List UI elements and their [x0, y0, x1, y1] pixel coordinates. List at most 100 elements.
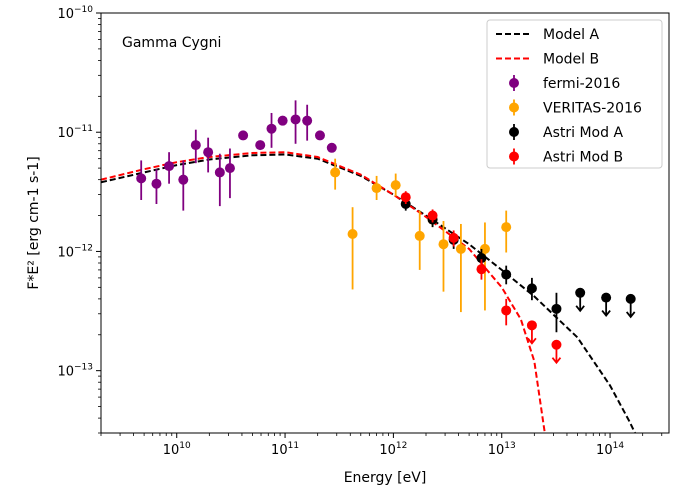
marker	[302, 115, 313, 126]
data-point	[330, 158, 341, 190]
upper-limit-arrow	[625, 311, 636, 319]
marker	[214, 167, 225, 178]
marker	[501, 222, 512, 233]
data-point	[551, 339, 562, 365]
legend-item-model-a: Model A	[496, 27, 599, 43]
upper-limit-arrow	[575, 305, 585, 313]
y-tick-label: 10−12	[57, 243, 93, 260]
legend-label: Astri Mod B	[543, 150, 623, 166]
data-point	[371, 175, 382, 201]
data-point	[455, 223, 466, 313]
tick-exponent: 11	[288, 441, 299, 451]
tick-base: 10	[57, 126, 74, 141]
data-point	[427, 209, 438, 223]
tick-exponent: 14	[613, 441, 625, 451]
legend-label: fermi-2016	[543, 76, 620, 92]
marker	[551, 303, 562, 314]
legend-label: VERITAS-2016	[543, 101, 642, 117]
marker	[266, 123, 277, 134]
legend-marker	[509, 78, 519, 88]
marker	[400, 192, 411, 203]
tick-exponent: 10	[179, 441, 191, 451]
legend-item-veritas-2016: VERITAS-2016	[509, 99, 642, 117]
data-point	[214, 153, 225, 207]
model-lines	[101, 151, 636, 433]
tick-base: 10	[57, 245, 74, 260]
x-tick-label: 1012	[379, 441, 407, 458]
legend-item-astri-mod-a: Astri Mod A	[509, 124, 623, 141]
data-point	[414, 210, 425, 270]
legend-box	[486, 19, 663, 169]
marker	[601, 292, 612, 303]
marker	[427, 210, 438, 221]
x-tick-label: 1010	[163, 441, 191, 458]
marker	[203, 147, 214, 158]
tick-exponent: −11	[74, 124, 93, 134]
tick-base: 10	[596, 443, 613, 458]
data-point	[501, 210, 512, 253]
legend-marker	[509, 102, 519, 113]
data-point	[625, 293, 636, 319]
marker	[501, 305, 512, 316]
legend-label: Model B	[543, 52, 599, 68]
data-point	[224, 148, 235, 199]
upper-limit-arrow	[551, 357, 562, 365]
tick-base: 10	[57, 7, 74, 22]
data-point	[326, 142, 337, 153]
data-point	[526, 320, 537, 345]
fermi-2016-series	[136, 100, 337, 211]
x-tick-label: 1014	[596, 441, 624, 458]
astri-mod-b-series	[400, 191, 562, 365]
data-point	[476, 259, 487, 280]
marker	[575, 287, 586, 298]
y-tick-label: 10−13	[57, 363, 93, 380]
tick-base: 10	[271, 443, 288, 458]
marker	[371, 183, 382, 194]
upper-limit-arrow	[527, 337, 537, 345]
data-point	[266, 112, 277, 148]
marker	[448, 232, 459, 243]
legend-item-astri-mod-b: Astri Mod B	[509, 148, 623, 166]
marker	[526, 283, 537, 294]
legend-marker	[509, 127, 519, 137]
data-point	[347, 207, 358, 290]
data-point	[255, 140, 266, 151]
legend-label: Astri Mod A	[543, 125, 623, 141]
y-axis-label: F*E² [erg cm-1 s-1]	[26, 156, 42, 289]
tick-base: 10	[488, 443, 505, 458]
data-point	[302, 104, 313, 141]
data-point	[314, 130, 325, 141]
marker	[255, 140, 266, 151]
plot-frame	[100, 12, 670, 434]
data-point	[136, 160, 147, 201]
data-point	[390, 173, 401, 197]
tick-base: 10	[379, 443, 396, 458]
veritas-2016-series	[330, 158, 512, 313]
data-point	[238, 130, 249, 141]
data-point	[190, 129, 201, 164]
marker	[190, 140, 201, 151]
legend: Model A Model B fermi-2016 VERITAS-2016 Astr…	[486, 19, 663, 169]
legend-item-model-b: Model B	[496, 52, 599, 68]
tick-exponent: −12	[74, 243, 93, 253]
model-b-line	[101, 151, 546, 433]
marker	[479, 243, 490, 254]
chart-annotation: Gamma Cygni	[122, 35, 221, 51]
tick-exponent: 12	[396, 441, 407, 451]
marker	[277, 115, 288, 126]
y-tick-label: 10−10	[57, 5, 93, 22]
marker	[224, 163, 235, 174]
marker	[290, 114, 301, 125]
marker	[625, 293, 636, 304]
data-point	[501, 298, 512, 326]
tick-base: 10	[163, 443, 180, 458]
data-point	[400, 191, 411, 204]
legend-marker	[509, 151, 519, 162]
tick-exponent: −13	[74, 363, 93, 373]
y-tick-label: 10−11	[57, 124, 93, 141]
marker	[551, 339, 562, 350]
data-points	[136, 100, 636, 365]
data-point	[277, 115, 288, 126]
marker	[501, 269, 512, 280]
marker	[136, 173, 147, 184]
